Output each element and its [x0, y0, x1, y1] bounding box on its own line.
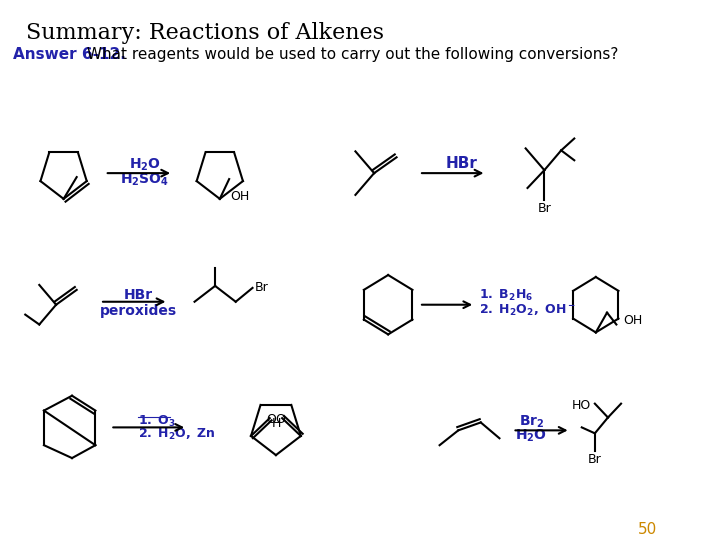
Text: $\mathbf{H_2O}$: $\mathbf{H_2O}$ [129, 156, 161, 173]
Text: $\mathbf{Br_2}$: $\mathbf{Br_2}$ [518, 414, 544, 430]
Text: O: O [266, 413, 276, 426]
Text: $\mathbf{2.\ H_2O,\ Zn}$: $\mathbf{2.\ H_2O,\ Zn}$ [138, 427, 216, 442]
Text: What reagents would be used to carry out the following conversions?: What reagents would be used to carry out… [82, 48, 618, 63]
Text: Br: Br [254, 281, 268, 294]
Text: $\mathbf{1.\ O_3}$: $\mathbf{1.\ O_3}$ [138, 414, 176, 429]
Text: $\mathbf{H_2O}$: $\mathbf{H_2O}$ [516, 427, 547, 444]
Text: HBr: HBr [445, 156, 477, 171]
Text: peroxides: peroxides [100, 303, 177, 318]
Text: $\mathbf{H_2SO_4}$: $\mathbf{H_2SO_4}$ [120, 171, 169, 187]
Text: OH: OH [623, 314, 642, 327]
Text: H: H [271, 416, 281, 430]
Text: Answer 6-12.: Answer 6-12. [13, 48, 126, 63]
Text: HO: HO [572, 399, 591, 412]
Text: $\mathbf{1.\ B_2H_6}$: $\mathbf{1.\ B_2H_6}$ [479, 288, 533, 303]
Text: Summary: Reactions of Alkenes: Summary: Reactions of Alkenes [26, 22, 384, 44]
Text: HBr: HBr [124, 288, 153, 302]
Text: O: O [275, 413, 285, 426]
Text: 50: 50 [638, 522, 657, 537]
Text: $\mathbf{2.\ H_2O_2,\ OH^-}$: $\mathbf{2.\ H_2O_2,\ OH^-}$ [479, 303, 575, 318]
Text: Br: Br [537, 202, 552, 215]
Text: Br: Br [588, 453, 602, 466]
Text: OH: OH [230, 191, 249, 204]
